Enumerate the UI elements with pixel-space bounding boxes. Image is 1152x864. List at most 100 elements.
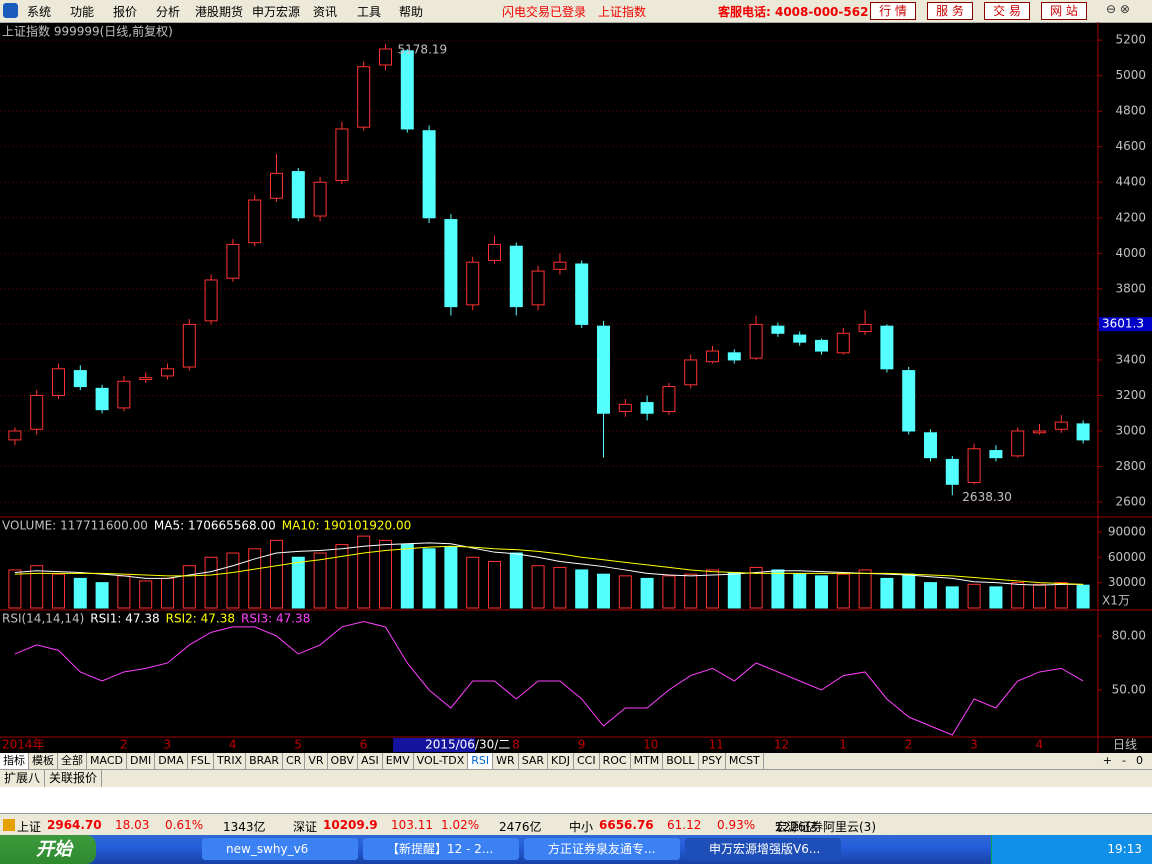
- unit-bg: [1100, 594, 1134, 608]
- volume-bar: [357, 535, 371, 609]
- volume-bar: [270, 539, 283, 609]
- indicator-tab[interactable]: 全部: [58, 753, 87, 769]
- zoom-button[interactable]: -: [1122, 754, 1126, 767]
- nav-button[interactable]: 服 务: [927, 2, 973, 20]
- volume-bar: [182, 565, 196, 609]
- volume-bar: [1076, 584, 1090, 609]
- legend-entry: RSI2: 47.38: [166, 612, 235, 626]
- window-controls[interactable]: ⊖ ⊗: [1106, 2, 1130, 16]
- task-button[interactable]: 【新提醒】12 - 2...: [363, 838, 519, 860]
- menu-item[interactable]: 功能: [70, 5, 95, 19]
- menu-item[interactable]: 帮助: [399, 5, 424, 19]
- volume-bar: [727, 571, 741, 609]
- nav-button[interactable]: 交 易: [984, 2, 1030, 20]
- start-button[interactable]: 开始: [0, 835, 96, 864]
- menu-item[interactable]: 报价: [113, 5, 138, 19]
- indicator-tab[interactable]: ROC: [600, 753, 631, 769]
- indicator-tab[interactable]: DMA: [155, 753, 188, 769]
- volume-bar: [117, 575, 131, 609]
- candle-body: [400, 50, 414, 130]
- menu-item[interactable]: 资讯: [313, 5, 338, 19]
- indicator-tab[interactable]: 模板: [29, 753, 58, 769]
- volume-bar: [553, 566, 567, 609]
- x-tick-label: 5: [294, 738, 302, 752]
- indicator-tab[interactable]: OBV: [328, 753, 358, 769]
- candle-body: [291, 171, 305, 219]
- indicator-tab[interactable]: TRIX: [214, 753, 247, 769]
- candle-body: [270, 172, 283, 199]
- menu-item[interactable]: 系统: [27, 5, 52, 19]
- y-tick-label: 4600: [1115, 139, 1146, 153]
- volume-bar: [880, 577, 894, 609]
- candle-body: [117, 380, 131, 409]
- indicator-tab[interactable]: CCI: [574, 753, 600, 769]
- volume-bar: [618, 575, 632, 609]
- candle-body: [880, 325, 894, 370]
- x-tick-label: 2014年: [2, 738, 45, 752]
- menu-item[interactable]: 申万宏源: [252, 5, 301, 19]
- x-tick-label: 9: [578, 738, 586, 752]
- hotline: 客服电话: 4008-000-562: [718, 5, 869, 19]
- extension-tabs: 扩展八 关联报价: [0, 769, 1152, 787]
- indicator-tab[interactable]: MCST: [726, 753, 764, 769]
- indicator-tab[interactable]: SAR: [519, 753, 549, 769]
- volume-bar: [161, 577, 174, 609]
- indicator-tab[interactable]: VR: [305, 753, 328, 769]
- nav-button[interactable]: 网 站: [1041, 2, 1087, 20]
- indicator-tab[interactable]: VOL-TDX: [414, 753, 469, 769]
- candle-body: [248, 199, 262, 244]
- ext-tab[interactable]: 关联报价: [45, 770, 103, 787]
- task-button[interactable]: new_swhy_v6: [202, 838, 358, 860]
- clock: 19:13: [1107, 842, 1142, 856]
- x-tick-label: 3: [164, 738, 172, 752]
- zoom-button[interactable]: 0: [1136, 754, 1143, 767]
- candle-body: [335, 128, 349, 181]
- volume-bar: [444, 546, 458, 609]
- y-tick-label: 5000: [1115, 68, 1146, 82]
- indicator-tab[interactable]: BOLL: [663, 753, 699, 769]
- status-name: 中小: [569, 820, 594, 834]
- candle-body: [379, 48, 392, 66]
- volume-bar: [749, 566, 763, 609]
- indicator-tab[interactable]: WR: [493, 753, 519, 769]
- x-tick-label: 2: [905, 738, 913, 752]
- candle-body: [945, 458, 959, 485]
- indicator-tab[interactable]: FSL: [188, 753, 214, 769]
- indicator-tab[interactable]: EMV: [383, 753, 414, 769]
- candle-body: [989, 450, 1003, 459]
- nav-button[interactable]: 行 情: [870, 2, 916, 20]
- task-button[interactable]: 方正证券泉友通专...: [524, 838, 680, 860]
- indicator-tab[interactable]: CR: [283, 753, 306, 769]
- indicator-tab[interactable]: DMI: [127, 753, 156, 769]
- candle-body: [924, 432, 937, 459]
- zoom-button[interactable]: +: [1102, 754, 1113, 767]
- candle-body: [967, 448, 981, 484]
- indicator-tab[interactable]: MACD: [87, 753, 127, 769]
- menu-item[interactable]: 工具: [357, 5, 382, 19]
- status-pct: 0.93%: [717, 818, 756, 832]
- indicator-tab[interactable]: PSY: [699, 753, 726, 769]
- x-tick-label: 4: [1036, 738, 1044, 752]
- status-change: 18.03: [115, 818, 150, 832]
- indicator-tab[interactable]: KDJ: [548, 753, 574, 769]
- volume-bar: [836, 573, 850, 609]
- menu-item[interactable]: 港股期货: [195, 5, 244, 19]
- task-button[interactable]: 申万宏源增强版V6...: [685, 838, 841, 860]
- y-tick-label: 3400: [1115, 352, 1146, 366]
- indicator-tab[interactable]: ASI: [358, 753, 383, 769]
- volume-bar: [1033, 583, 1046, 609]
- indicator-tab[interactable]: MTM: [631, 753, 664, 769]
- ext-tab[interactable]: 扩展八: [0, 770, 46, 787]
- indicator-tab[interactable]: 指标: [0, 753, 29, 769]
- candle-body: [30, 394, 44, 430]
- candle-body: [422, 130, 436, 219]
- volume-bar: [379, 539, 392, 609]
- indicator-tab[interactable]: BRAR: [246, 753, 284, 769]
- chart-title: RSI(14,14,14): [2, 612, 84, 626]
- menu-item[interactable]: 分析: [156, 5, 181, 19]
- candle-body: [73, 370, 87, 388]
- indicator-tab[interactable]: RSI: [468, 753, 494, 769]
- x-tick-label: 12: [774, 738, 789, 752]
- volume-bar: [945, 586, 959, 609]
